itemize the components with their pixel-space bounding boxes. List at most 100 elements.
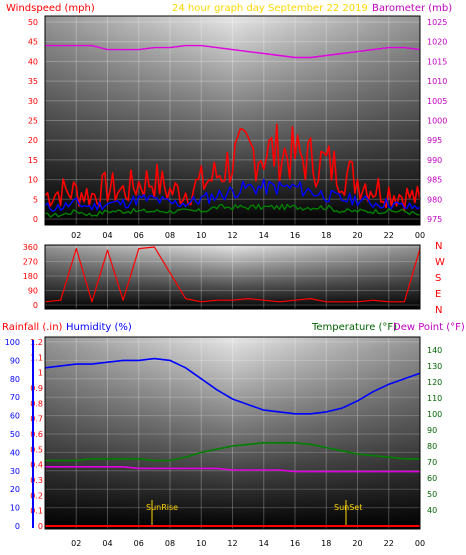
temperature-y-tick: 40: [427, 506, 437, 515]
wind-y-tick: 40: [28, 57, 38, 66]
direction-label-e: E: [435, 289, 441, 300]
windspeed-label: Windspeed (mph): [6, 3, 95, 14]
x-tick-label: 02: [71, 539, 81, 548]
x-tick-label: 20: [352, 539, 362, 548]
x-tick-label: 12: [227, 231, 237, 240]
humidity-y-tick: 90: [10, 356, 20, 365]
barometer-y-tick: 1015: [427, 57, 447, 66]
rain-y-tick: 0.8: [30, 399, 43, 408]
wind-direction-series-line: [44, 246, 421, 303]
x-tick-label: 16: [290, 231, 300, 240]
wind-y-tick: 15: [28, 156, 38, 165]
temperature-y-tick: 120: [427, 378, 442, 387]
rain-y-tick: 1: [38, 369, 43, 378]
temperature-y-tick: 70: [427, 458, 437, 467]
barometer-y-tick: 995: [427, 136, 442, 145]
x-tick-label: 10: [196, 539, 206, 548]
temperature-y-tick: 60: [427, 474, 437, 483]
series-layer: [44, 44, 421, 527]
windspeed-series-line: [44, 178, 421, 212]
temperature-y-tick: 130: [427, 362, 442, 371]
temperature-y-tick: 90: [427, 426, 437, 435]
temperature-y-tick: 100: [427, 410, 442, 419]
rain-y-tick: 1.2: [30, 338, 43, 347]
barometer-label: Barometer (mb): [372, 3, 452, 14]
wind-y-tick: 20: [28, 136, 38, 145]
lower-panel-border: [44, 336, 421, 530]
direction-y-tick: 270: [23, 258, 38, 267]
barometer-y-tick: 985: [427, 176, 442, 185]
barometer-y-tick: 975: [427, 215, 442, 224]
x-tick-label: 16: [290, 539, 300, 548]
wind-y-tick: 0: [33, 215, 38, 224]
x-tick-label: 22: [384, 231, 394, 240]
humidity-y-tick: 60: [10, 412, 20, 421]
rain-y-tick: 0.6: [30, 430, 43, 439]
direction-y-tick: 180: [23, 272, 38, 281]
windgust-series-line: [44, 123, 421, 212]
barometer-y-tick: 1005: [427, 97, 447, 106]
x-tick-label: 18: [321, 231, 331, 240]
wind-y-tick: 45: [28, 38, 38, 47]
x-tick-label: 00: [415, 539, 425, 548]
rain-y-tick: 0.1: [30, 507, 43, 516]
humidity-y-tick: 10: [10, 504, 20, 513]
direction-label-n-bottom: N: [435, 305, 442, 316]
direction-y-tick: 90: [28, 287, 38, 296]
barometer-series-line: [45, 44, 421, 59]
temperature-y-tick: 110: [427, 394, 442, 403]
wind-panel-border: [44, 15, 421, 226]
rain-y-tick: 0: [38, 522, 43, 531]
humidity-series-line: [44, 357, 421, 415]
temperature-label: Temperature (°F): [311, 322, 397, 333]
barometer-y-tick: 1025: [427, 18, 447, 27]
rain-y-tick: 0.2: [30, 491, 43, 500]
wind-y-tick: 5: [33, 195, 38, 204]
rainfall-label: Rainfall (.in): [2, 322, 63, 333]
barometer-y-tick: 1010: [427, 77, 447, 86]
x-tick-label: 10: [196, 231, 206, 240]
x-tick-label: 22: [384, 539, 394, 548]
humidity-y-tick: 0: [15, 522, 20, 531]
dewpoint-label: Dew Point (°F): [393, 322, 465, 333]
temperature-y-tick: 140: [427, 346, 442, 355]
dewpoint-series-line: [45, 465, 420, 473]
humidity-y-tick: 40: [10, 448, 20, 457]
rain-y-tick: 0.9: [30, 384, 43, 393]
humidity-label: Humidity (%): [66, 322, 132, 333]
x-tick-label: 18: [321, 539, 331, 548]
rain-y-tick: 1.1: [30, 353, 43, 362]
direction-label-w: W: [435, 257, 445, 268]
barometer-y-tick: 1020: [427, 38, 447, 47]
x-tick-label: 14: [259, 539, 269, 548]
rain-y-tick: 0.4: [30, 461, 43, 470]
x-tick-label: 14: [259, 231, 269, 240]
tick-layer: 0202040406060808101012121414161618182020…: [5, 18, 448, 548]
humidity-y-tick: 100: [5, 338, 20, 347]
wind-y-tick: 10: [28, 176, 38, 185]
humidity-y-tick: 70: [10, 393, 20, 402]
humidity-y-tick: 50: [10, 430, 20, 439]
x-tick-label: 02: [71, 231, 81, 240]
barometer-y-tick: 990: [427, 156, 442, 165]
x-tick-label: 06: [134, 231, 144, 240]
direction-y-tick: 0: [33, 301, 38, 310]
direction-y-tick: 360: [23, 243, 38, 252]
x-tick-label: 08: [165, 539, 175, 548]
humidity-y-tick: 20: [10, 485, 20, 494]
barometer-y-tick: 1000: [427, 117, 447, 126]
rain-y-tick: 0.3: [30, 476, 43, 485]
wind-y-tick: 35: [28, 77, 38, 86]
x-tick-label: 12: [227, 539, 237, 548]
graph-title: 24 hour graph day September 22 2019: [172, 3, 368, 14]
wind-y-tick: 50: [28, 18, 38, 27]
rain-y-tick: 0.7: [30, 415, 43, 424]
wind-y-tick: 25: [28, 117, 38, 126]
rain-y-tick: 0.5: [30, 445, 43, 454]
temperature-y-tick: 50: [427, 490, 437, 499]
humidity-y-tick: 30: [10, 467, 20, 476]
x-tick-label: 20: [352, 231, 362, 240]
temperature-y-tick: 80: [427, 442, 437, 451]
x-tick-label: 00: [415, 231, 425, 240]
